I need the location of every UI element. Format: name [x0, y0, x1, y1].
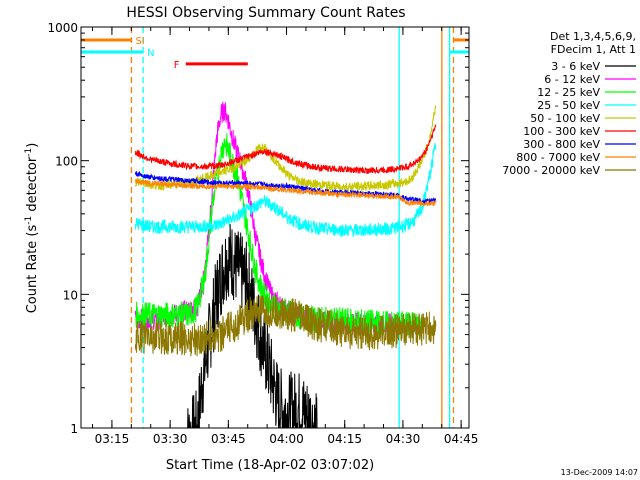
legend-label-8: 7000 - 20000 keV: [502, 164, 600, 177]
flag-bars: SIN F: [81, 36, 469, 71]
y-axis-label-main: Count Rate (s: [25, 225, 40, 314]
y-axis-label-sup-2: -1: [24, 148, 34, 157]
y-tick-label-2: 100: [55, 155, 78, 169]
generation-timestamp: 13-Dec-2009 14:07: [561, 468, 638, 477]
series-line-2: [134, 133, 423, 338]
legend-label-1: 6 - 12 keV: [544, 73, 600, 86]
flag-label-2: F: [174, 60, 180, 71]
x-axis-label: Start Time (18-Apr-02 03:07:02): [166, 458, 374, 473]
legend-label-2: 12 - 25 keV: [537, 86, 600, 99]
legend-label-4: 50 - 100 keV: [530, 112, 600, 125]
flag-label-1: N: [147, 48, 154, 59]
y-tick-label-1: 10: [63, 288, 78, 302]
y-tick-label-3: 1000: [47, 21, 78, 35]
plot-frame: [80, 26, 470, 429]
legend-header-1: FDecim 1, Att 1: [551, 43, 636, 56]
y-axis-label: Count Rate (s-1 detector-1): [24, 143, 40, 314]
series-line-8: [134, 295, 437, 357]
series-line-3: [134, 143, 437, 238]
series-layer: [134, 101, 437, 428]
axes: 03:15 03:30 03:45 04:00 04:15 04:30 04:45 1 10 10…: [47, 21, 478, 446]
x-tick-label-4: 04:15: [327, 432, 362, 446]
legend-label-7: 800 - 7000 keV: [516, 151, 600, 164]
legend-label-0: 3 - 6 keV: [551, 60, 600, 73]
y-axis-label-end: ): [25, 143, 40, 148]
x-tick-label-2: 03:45: [211, 432, 246, 446]
x-tick-label-5: 04:30: [386, 432, 421, 446]
legend-header-0: Det 1,3,4,5,6,9,: [550, 30, 636, 43]
chart-title: HESSI Observing Summary Count Rates: [126, 5, 405, 21]
legend-label-6: 300 - 800 keV: [523, 138, 600, 151]
series-line-0: [187, 223, 318, 428]
x-tick-label-3: 04:00: [269, 432, 304, 446]
x-tick-label-6: 04:45: [444, 432, 479, 446]
x-tick-label-1: 03:30: [153, 432, 188, 446]
flag-label-0: SI: [135, 36, 144, 47]
x-tick-label-0: 03:15: [95, 432, 130, 446]
y-tick-label-0: 1: [70, 422, 78, 436]
y-axis-label-mid: detector: [25, 156, 40, 216]
legend: Det 1,3,4,5,6,9,FDecim 1, Att 1 3 - 6 keV…: [502, 30, 636, 177]
series-line-7: [134, 178, 437, 207]
series-line-6: [134, 170, 437, 205]
y-axis-label-sup-1: -1: [24, 216, 34, 225]
series-line-5: [134, 124, 437, 175]
legend-label-3: 25 - 50 keV: [537, 99, 600, 112]
legend-label-5: 100 - 300 keV: [523, 125, 600, 138]
